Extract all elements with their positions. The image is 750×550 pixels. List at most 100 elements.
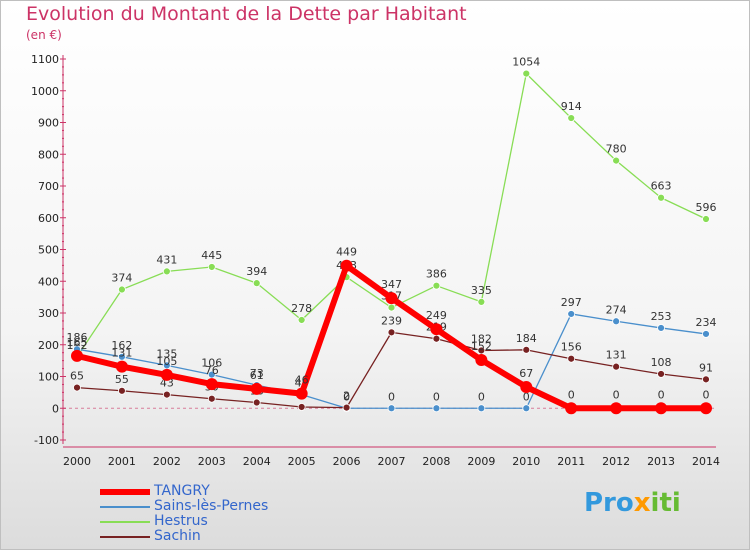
legend-item: Sachin (100, 528, 320, 544)
legend-label: Hestrus (154, 513, 208, 529)
x-tick-label: 2009 (467, 455, 495, 468)
data-point (342, 403, 351, 412)
legend-swatch (100, 489, 150, 495)
data-point (205, 378, 218, 391)
data-point (160, 368, 173, 381)
data-point (430, 323, 443, 336)
data-point (73, 383, 81, 392)
data-point (162, 267, 171, 276)
y-tick-label: 1100 (31, 53, 59, 66)
data-label: 61 (250, 369, 264, 382)
data-label: 0 (388, 390, 395, 403)
data-point (71, 349, 83, 362)
x-tick-label: 2005 (288, 455, 316, 468)
x-tick-label: 2010 (512, 455, 540, 468)
data-label: 152 (471, 340, 492, 353)
data-label: 249 (426, 309, 447, 322)
data-point (612, 156, 621, 165)
data-label: 253 (651, 310, 672, 323)
data-point (520, 380, 533, 393)
x-tick-label: 2006 (333, 455, 361, 468)
data-label: 347 (381, 278, 402, 291)
y-tick-label: 300 (38, 307, 59, 320)
data-point (610, 402, 623, 415)
data-point (387, 404, 396, 413)
data-point (432, 334, 441, 343)
x-tick-label: 2011 (557, 455, 585, 468)
data-label: 0 (478, 390, 485, 403)
data-label: 0 (703, 388, 710, 401)
legend-label: TANGRY (154, 483, 210, 499)
data-label: 1054 (512, 56, 540, 69)
data-point (702, 215, 710, 223)
y-tick-label: -100 (34, 434, 59, 447)
data-point (252, 398, 261, 407)
data-point (655, 402, 668, 415)
y-tick-label: 900 (38, 117, 59, 130)
x-tick-label: 2001 (108, 455, 136, 468)
x-tick-label: 2004 (243, 455, 271, 468)
x-tick-label: 2007 (378, 455, 406, 468)
data-point (477, 404, 486, 413)
y-tick-label: 800 (38, 148, 59, 161)
data-label: 663 (651, 180, 672, 193)
data-label: 182 (471, 332, 492, 345)
data-point (657, 324, 665, 332)
data-point (567, 310, 576, 318)
legend-item: Sains-lès-Pernes (100, 498, 320, 514)
data-label: 0 (433, 390, 440, 403)
data-label: 67 (519, 367, 533, 380)
data-label: 0 (568, 388, 575, 401)
data-label: 0 (343, 390, 350, 403)
data-label: 0 (658, 388, 665, 401)
data-point (250, 382, 263, 395)
data-label: 234 (696, 316, 717, 329)
data-point (700, 402, 712, 415)
data-point (207, 394, 216, 403)
y-tick-label: 400 (38, 275, 59, 288)
data-point (118, 285, 126, 294)
data-label: 106 (201, 357, 222, 370)
data-point (612, 362, 621, 371)
data-point (207, 263, 216, 271)
data-label: 2 (343, 390, 350, 403)
data-point (297, 403, 306, 411)
data-point (115, 360, 128, 373)
x-tick-label: 2000 (63, 455, 91, 468)
y-tick-label: 1000 (31, 85, 59, 98)
data-point (297, 316, 306, 324)
data-point (567, 114, 576, 122)
legend-item: TANGRY (100, 483, 320, 499)
data-label: 297 (561, 296, 582, 309)
data-label: 431 (156, 253, 177, 266)
legend-label: Sains-lès-Pernes (154, 498, 269, 514)
data-label: 73 (250, 367, 264, 380)
data-label: 914 (561, 100, 582, 113)
data-label: 91 (699, 361, 713, 374)
data-label: 162 (111, 339, 132, 352)
data-point (118, 386, 126, 395)
data-label: 131 (111, 347, 132, 360)
data-label: 108 (651, 356, 672, 369)
y-tick-label: 700 (38, 180, 59, 193)
data-label: 278 (291, 302, 312, 315)
data-point (432, 281, 441, 290)
data-point (522, 404, 531, 413)
y-tick-label: 600 (38, 212, 59, 225)
data-point (162, 361, 171, 370)
data-point (702, 375, 710, 384)
data-label: 274 (606, 303, 627, 316)
proxiti-logo: Proxiti (584, 488, 681, 518)
data-point (522, 69, 531, 78)
data-point (162, 390, 171, 399)
data-label: 165 (67, 336, 88, 349)
data-point (567, 354, 576, 363)
data-point (477, 346, 486, 355)
data-point (475, 353, 488, 366)
y-tick-label: 0 (52, 402, 59, 415)
data-label: 184 (516, 332, 537, 345)
x-tick-label: 2008 (422, 455, 450, 468)
data-label: 105 (156, 355, 177, 368)
data-label: 186 (67, 331, 88, 344)
data-label: 445 (201, 249, 222, 262)
